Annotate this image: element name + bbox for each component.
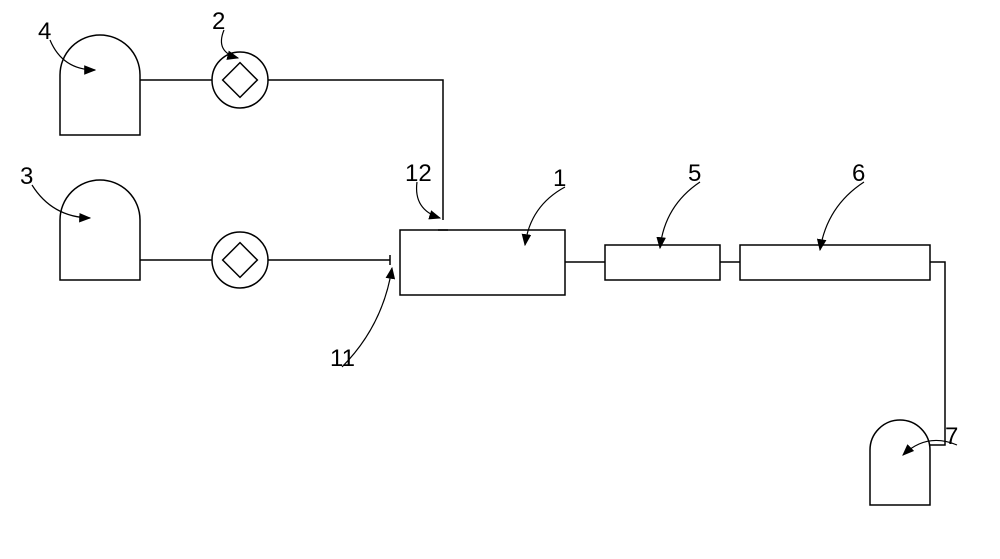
label-6: 6 xyxy=(852,160,865,188)
label-3: 3 xyxy=(20,163,33,191)
label-1: 1 xyxy=(553,165,566,193)
box6 xyxy=(740,245,930,280)
label-12: 12 xyxy=(405,160,432,188)
diagram-canvas xyxy=(0,0,1000,559)
tank4 xyxy=(60,35,140,135)
label-5: 5 xyxy=(688,160,701,188)
tank7 xyxy=(870,420,930,505)
leader-5 xyxy=(660,182,700,248)
label-4: 4 xyxy=(38,18,51,46)
box5 xyxy=(605,245,720,280)
label-7: 7 xyxy=(945,423,958,451)
pump2a xyxy=(212,52,268,108)
pump2b xyxy=(212,232,268,288)
tank3 xyxy=(60,180,140,280)
label-2: 2 xyxy=(212,8,225,36)
edge-box6-tank7 xyxy=(930,262,945,445)
leader-1 xyxy=(525,187,565,245)
pump2a-impeller xyxy=(223,63,258,98)
label-11: 11 xyxy=(330,345,355,373)
box1 xyxy=(400,230,565,295)
pump2b-impeller xyxy=(223,243,258,278)
edge-pump2a-port12 xyxy=(268,80,443,220)
leader-6 xyxy=(820,182,864,250)
leader-4 xyxy=(50,40,95,70)
